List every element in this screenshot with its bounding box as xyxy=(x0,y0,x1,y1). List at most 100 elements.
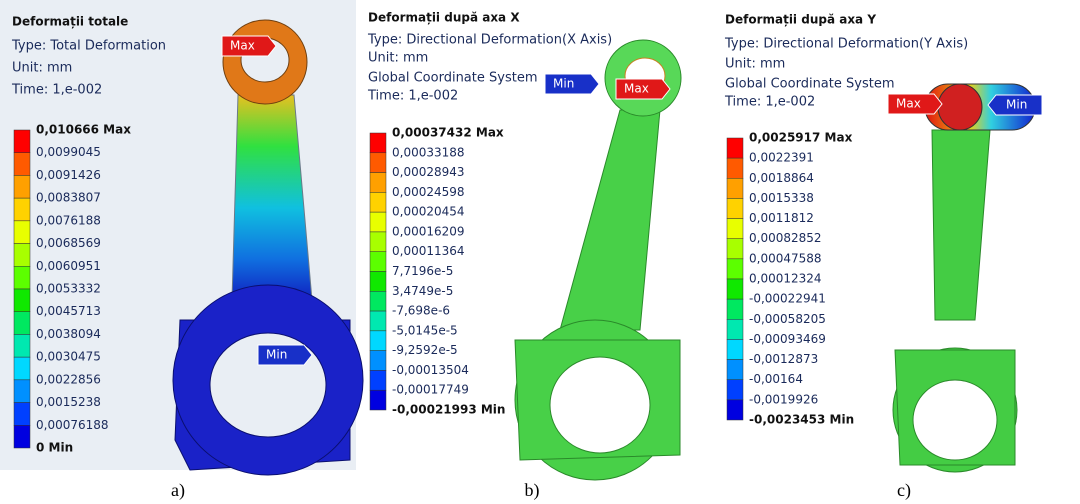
legend-label: 0 Min xyxy=(36,441,73,455)
legend-band xyxy=(370,272,386,292)
header-system: Global Coordinate System xyxy=(368,71,537,86)
legend-label: 0,00024598 xyxy=(392,185,465,199)
legend-label: -0,0019926 xyxy=(749,392,818,406)
legend-label: 0,00037432 Max xyxy=(392,126,504,140)
legend-label: 7,7196e-5 xyxy=(392,264,453,278)
header-title: Deformații după axa X xyxy=(368,11,520,25)
probe-label: Min xyxy=(553,77,574,91)
figure: Deformații totaleType: Total Deformation… xyxy=(0,0,1080,504)
legend-band xyxy=(370,192,386,212)
caption: c) xyxy=(897,480,911,501)
legend-band xyxy=(14,153,30,176)
legend-label: -0,00093469 xyxy=(749,332,826,346)
legend-label: -7,698e-6 xyxy=(392,304,450,318)
legend-label: 0,0025917 Max xyxy=(749,131,853,145)
legend-label: 0,0015238 xyxy=(36,395,101,409)
header-time: Time: 1,e-002 xyxy=(367,89,458,104)
header-unit: Unit: mm xyxy=(725,57,785,72)
legend-label: -9,2592e-5 xyxy=(392,343,458,357)
legend-band xyxy=(14,425,30,448)
legend-label: 0,0099045 xyxy=(36,145,101,159)
legend-band xyxy=(727,239,743,259)
legend-label: 0,00020454 xyxy=(392,205,465,219)
legend-label: -0,00017749 xyxy=(392,383,469,397)
header-title: Deformații după axa Y xyxy=(725,13,876,27)
legend-band xyxy=(370,390,386,410)
legend-band xyxy=(727,400,743,420)
legend-band xyxy=(370,331,386,351)
legend-band xyxy=(370,232,386,252)
legend-label: 0,0068569 xyxy=(36,236,101,250)
legend-label: -0,00013504 xyxy=(392,363,469,377)
legend-band xyxy=(370,351,386,371)
legend-label: 0,0015338 xyxy=(749,191,814,205)
legend-label: 0,0018864 xyxy=(749,171,814,185)
legend-band xyxy=(14,380,30,403)
legend-band xyxy=(727,259,743,279)
header-system: Global Coordinate System xyxy=(725,77,894,92)
legend-label: 0,0022391 xyxy=(749,151,814,165)
legend-label: 0,0091426 xyxy=(36,168,101,182)
conrod-c xyxy=(893,84,1035,472)
conrod-b xyxy=(515,40,681,480)
legend-label: -0,00022941 xyxy=(749,292,826,306)
legend-band xyxy=(14,175,30,198)
legend-band xyxy=(370,291,386,311)
figure-svg: Deformații totaleType: Total Deformation… xyxy=(0,0,1080,504)
legend-band xyxy=(14,312,30,335)
header-title: Deformații totale xyxy=(12,15,128,29)
legend-band xyxy=(14,244,30,267)
probe-label: Max xyxy=(624,82,649,96)
legend-band xyxy=(727,380,743,400)
legend-label: 0,00047588 xyxy=(749,251,822,265)
legend-label: 0,0060951 xyxy=(36,259,101,273)
legend-band xyxy=(727,279,743,299)
legend-label: 0,00076188 xyxy=(36,418,109,432)
legend-band xyxy=(370,311,386,331)
legend-band xyxy=(727,319,743,339)
header-time: Time: 1,e-002 xyxy=(724,95,815,110)
legend-label: -5,0145e-5 xyxy=(392,323,458,337)
legend-band xyxy=(727,360,743,380)
legend-band xyxy=(14,403,30,426)
legend-label: -0,00058205 xyxy=(749,312,826,326)
legend-band xyxy=(14,289,30,312)
legend-label: 0,0038094 xyxy=(36,327,101,341)
legend-band xyxy=(727,178,743,198)
legend-label: 0,0053332 xyxy=(36,282,101,296)
legend-band xyxy=(14,221,30,244)
legend-label: -0,0012873 xyxy=(749,352,818,366)
probe-label: Min xyxy=(266,348,287,362)
header-time: Time: 1,e-002 xyxy=(11,83,102,98)
legend-band xyxy=(727,138,743,158)
legend-label: 0,0022856 xyxy=(36,372,101,386)
legend-label: 0,00011364 xyxy=(392,244,465,258)
legend-band xyxy=(14,130,30,153)
probe-label: Min xyxy=(1006,98,1027,112)
probe-label: Max xyxy=(230,39,255,53)
probe-label: Max xyxy=(896,97,921,111)
legend-label: 0,00082852 xyxy=(749,231,822,245)
header-unit: Unit: mm xyxy=(12,61,72,76)
legend-label: 0,0076188 xyxy=(36,213,101,227)
caption: a) xyxy=(171,480,185,501)
legend-band xyxy=(14,357,30,380)
legend-label: 0,0011812 xyxy=(749,211,814,225)
legend-band xyxy=(370,153,386,173)
legend-band xyxy=(14,198,30,221)
legend-band xyxy=(370,212,386,232)
header-type: Type: Directional Deformation(X Axis) xyxy=(367,33,612,48)
legend-label: 3,4749e-5 xyxy=(392,284,453,298)
legend-label: 0,00028943 xyxy=(392,165,465,179)
legend-band xyxy=(14,334,30,357)
legend-band xyxy=(14,266,30,289)
legend-band xyxy=(370,252,386,272)
header-type: Type: Directional Deformation(Y Axis) xyxy=(724,37,968,52)
legend-band xyxy=(370,173,386,193)
legend-label: 0,0045713 xyxy=(36,304,101,318)
legend-label: 0,010666 Max xyxy=(36,123,131,137)
legend-band xyxy=(370,133,386,153)
legend-label: 0,00012324 xyxy=(749,272,822,286)
legend-band xyxy=(727,339,743,359)
legend-label: 0,0083807 xyxy=(36,191,101,205)
